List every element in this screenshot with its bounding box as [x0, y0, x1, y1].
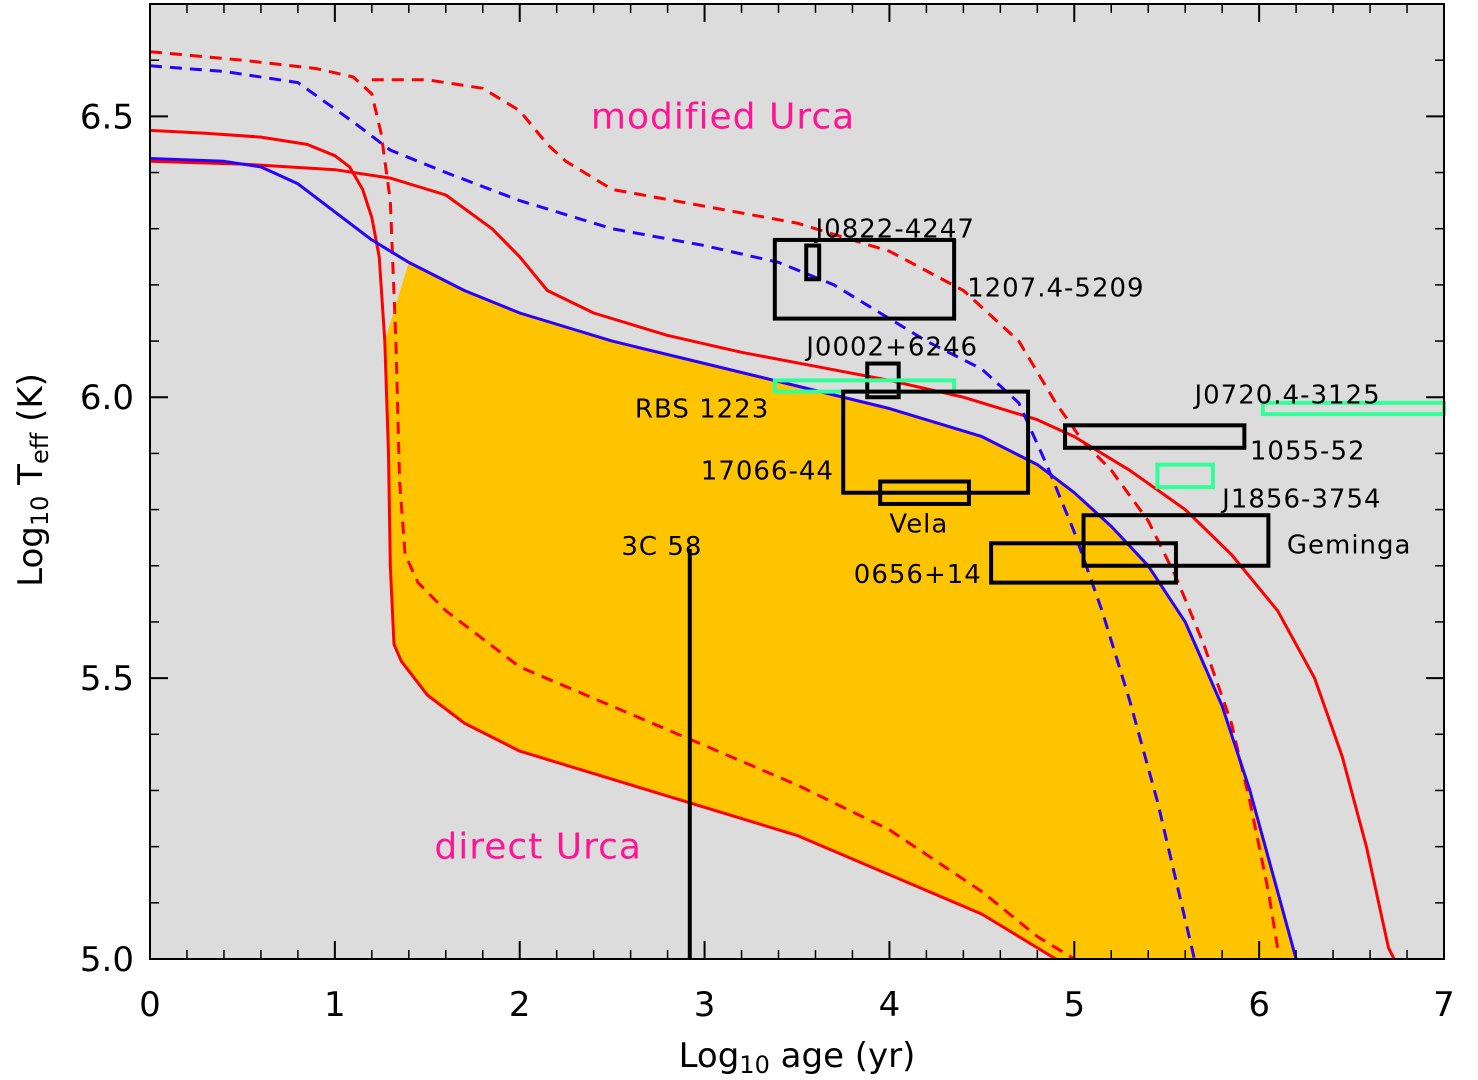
object-label-rbs-1223: RBS 1223 — [635, 394, 769, 424]
y-axis-title-sub: 10 — [26, 496, 54, 527]
object-label-j0002-6246: J0002+6246 — [804, 333, 978, 363]
x-tick-label: 5 — [1063, 985, 1085, 1025]
x-axis-title: Log10 age (yr) — [679, 1036, 916, 1079]
object-label-j0720-4-3125: J0720.4-3125 — [1192, 380, 1380, 410]
y-axis-title-rest: (K) — [11, 373, 51, 433]
y-tick-label: 6.5 — [80, 97, 134, 137]
annotation-modified-urca: modified Urca — [591, 96, 855, 137]
y-tick-label: 5.5 — [80, 659, 134, 699]
object-label-0656-14: 0656+14 — [854, 560, 982, 590]
object-label-j1856-3754: J1856-3754 — [1220, 484, 1381, 514]
y-axis-title: Log10 Teff (K) — [11, 373, 54, 587]
object-label-3c-58: 3C 58 — [621, 532, 702, 562]
x-axis-title-rest: age (yr) — [770, 1036, 916, 1076]
x-axis-title-log: Log — [679, 1036, 740, 1076]
object-label-vela: Vela — [889, 510, 948, 540]
y-axis-title-log: Log — [11, 526, 51, 587]
annotation-direct-urca: direct Urca — [434, 827, 642, 868]
y-axis-title-t: T — [11, 464, 51, 496]
x-tick-label: 0 — [139, 985, 161, 1025]
x-tick-label: 2 — [509, 985, 531, 1025]
object-label-17066-44: 17066-44 — [701, 456, 834, 486]
y-tick-label: 5.0 — [80, 940, 134, 980]
object-label-geminga: Geminga — [1287, 530, 1412, 560]
x-tick-label: 1 — [324, 985, 346, 1025]
x-tick-label: 3 — [694, 985, 716, 1025]
x-tick-label: 4 — [879, 985, 901, 1025]
object-label-1207-4-5209: 1207.4-5209 — [967, 274, 1145, 304]
object-label-1055-52: 1055-52 — [1250, 437, 1366, 467]
y-tick-label: 6.0 — [80, 378, 134, 418]
y-axis-title-sub2: eff — [26, 432, 54, 464]
x-tick-label: 7 — [1433, 985, 1455, 1025]
x-tick-label: 6 — [1248, 985, 1270, 1025]
x-axis-title-sub: 10 — [739, 1051, 770, 1079]
